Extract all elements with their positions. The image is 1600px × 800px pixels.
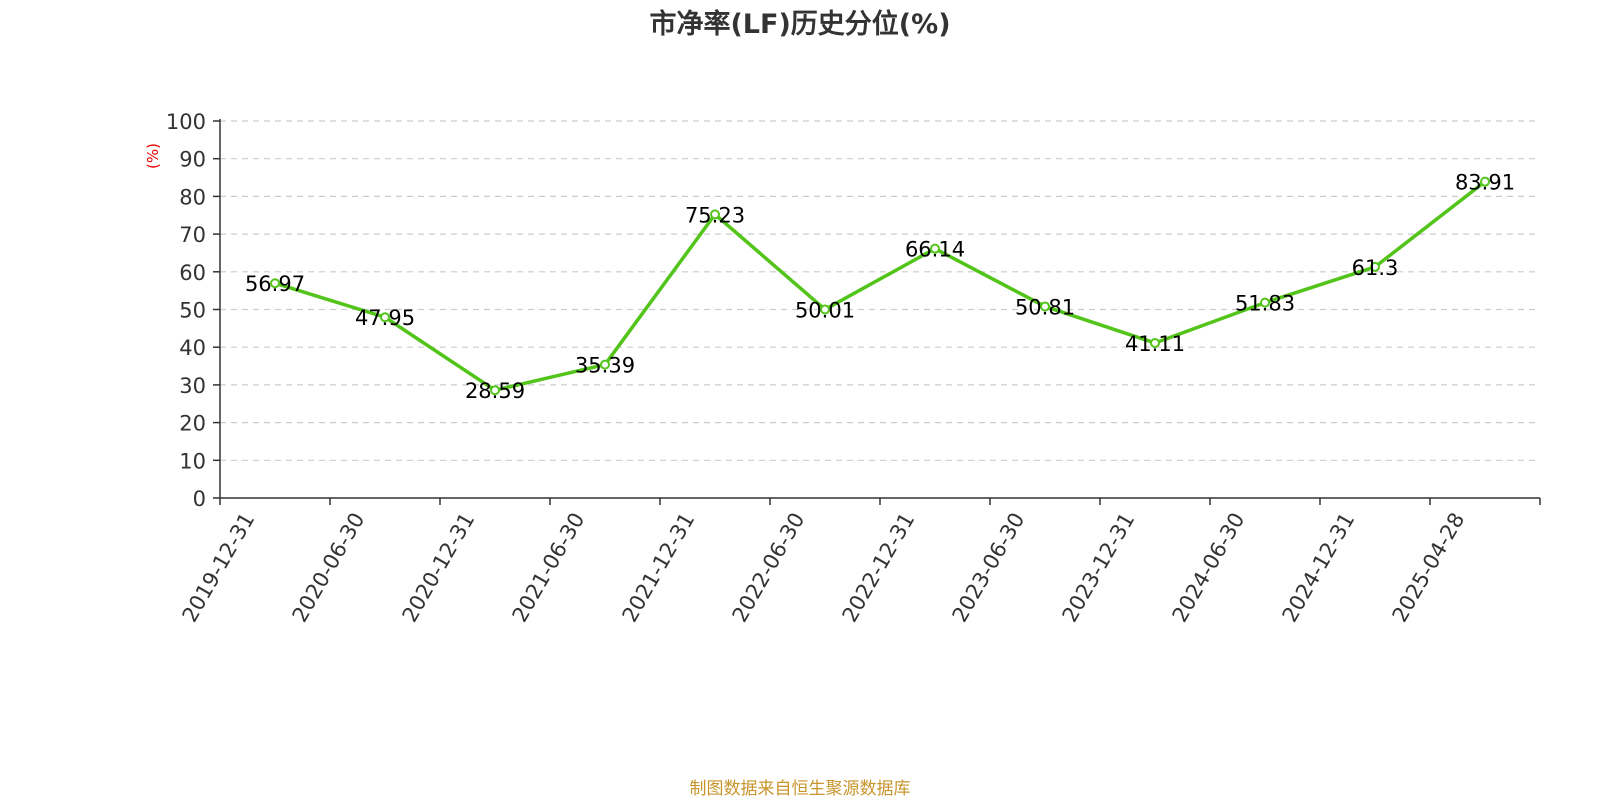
data-label: 50.81	[1015, 295, 1075, 319]
y-tick-label: 10	[179, 449, 206, 473]
y-axis-label: (%)	[144, 143, 162, 169]
y-tick-label: 20	[179, 412, 206, 436]
y-tick-label: 0	[193, 487, 206, 511]
x-tick-label: 2020-12-31	[398, 509, 480, 627]
data-label: 56.97	[245, 272, 305, 296]
y-tick-label: 90	[179, 148, 206, 172]
chart-title: 市净率(LF)历史分位(%)	[649, 8, 950, 40]
x-tick-label: 2025-04-28	[1388, 509, 1470, 627]
data-point	[1260, 297, 1270, 308]
data-points	[270, 176, 1490, 396]
data-point	[270, 278, 280, 289]
x-tick-label: 2024-06-30	[1168, 509, 1250, 627]
y-tick-label: 60	[179, 261, 206, 285]
y-tick-label: 70	[179, 223, 206, 247]
x-tick-labels: 2019-12-31 2020-06-30 2020-12-31 2021-06-30…	[178, 509, 1470, 627]
data-label: 61.3	[1352, 256, 1399, 280]
data-point	[600, 359, 610, 370]
data-point	[380, 312, 390, 323]
data-label: 66.14	[905, 238, 965, 262]
y-tick-label: 40	[179, 336, 206, 360]
x-tick-label: 2019-12-31	[178, 509, 260, 627]
source-note: 制图数据来自恒生聚源数据库	[690, 779, 911, 799]
data-point	[710, 209, 720, 220]
y-tick-label: 30	[179, 374, 206, 398]
x-tick-label: 2020-06-30	[288, 509, 370, 627]
data-point	[1370, 261, 1380, 272]
data-point	[490, 385, 500, 396]
data-point	[820, 304, 830, 315]
x-tick-label: 2024-12-31	[1278, 509, 1360, 627]
x-tick-label: 2022-12-31	[838, 509, 920, 627]
data-label: 83.91	[1455, 171, 1515, 195]
data-labels: 56.97 47.95 28.59 35.39 75.23 50.01 66.14 50.81…	[245, 171, 1515, 404]
x-tick-label: 2022-06-30	[728, 509, 810, 627]
y-tick-labels: 0 10 20 30 40 50 60 70 80 90 100	[166, 110, 206, 511]
y-tick-label: 100	[166, 110, 206, 134]
data-point	[930, 243, 940, 254]
x-tick-label: 2023-12-31	[1058, 509, 1140, 627]
y-tick-label: 50	[179, 299, 206, 323]
x-tick-label: 2023-06-30	[948, 509, 1030, 627]
data-label: 41.11	[1125, 332, 1185, 356]
data-label: 28.59	[465, 379, 525, 403]
x-tick-label: 2021-06-30	[508, 509, 590, 627]
data-point	[1480, 176, 1490, 187]
y-tick-label: 80	[179, 185, 206, 209]
series-line-group	[274, 180, 1487, 392]
series-line	[274, 180, 1487, 392]
data-label: 35.39	[575, 354, 635, 378]
data-point	[1040, 301, 1050, 312]
data-point	[1150, 338, 1160, 349]
data-label: 50.01	[795, 298, 855, 322]
axes	[213, 119, 1541, 505]
data-label: 47.95	[355, 306, 415, 330]
data-label: 75.23	[685, 203, 745, 227]
x-tick-label: 2021-12-31	[618, 509, 700, 627]
data-label: 51.83	[1235, 292, 1295, 316]
grid-lines	[220, 120, 1540, 461]
